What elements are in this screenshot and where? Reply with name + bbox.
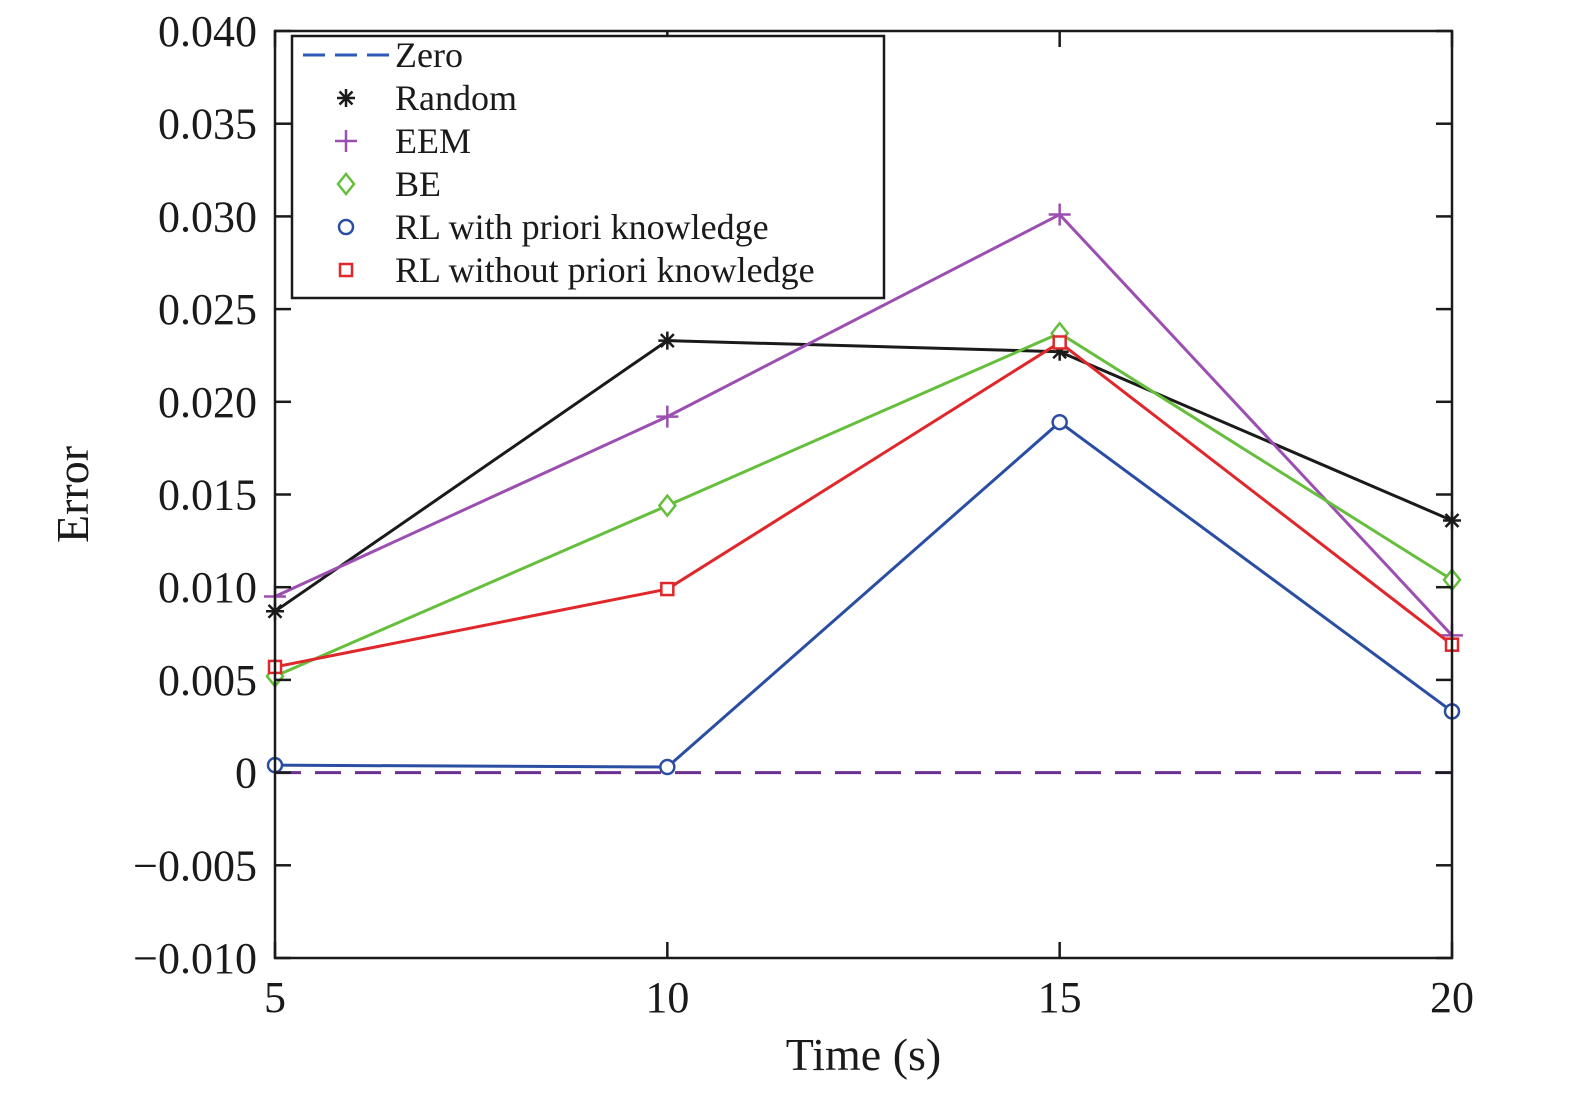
y-tick-label: 0.020 [158, 378, 257, 427]
legend-marker [337, 218, 355, 236]
legend-label: Zero [395, 35, 463, 75]
legend-label: RL without priori knowledge [395, 250, 815, 290]
series-rl-with-priori-knowledge [266, 413, 1461, 776]
y-tick-label: 0 [235, 749, 257, 798]
legend-item: Zero [303, 35, 463, 75]
x-tick-label: 5 [264, 973, 286, 1022]
legend-label: EEM [395, 121, 471, 161]
y-axis-label: Error [47, 446, 98, 543]
series-line [274, 420, 1453, 769]
x-tick-label: 15 [1038, 973, 1082, 1022]
data-point [1051, 413, 1068, 431]
x-tick-label: 20 [1430, 973, 1474, 1022]
plot-frame [273, 29, 1454, 960]
legend-label: BE [395, 164, 441, 204]
data-point [660, 581, 675, 597]
data-point [657, 493, 677, 518]
y-tick-label: −0.010 [133, 934, 257, 983]
legend-item: BE [336, 164, 441, 204]
series-rl-without-priori-knowledge [267, 335, 1460, 675]
y-tick-label: 0.030 [158, 192, 257, 241]
series-line [274, 212, 1454, 637]
y-tick-label: −0.005 [133, 841, 257, 890]
series-random [266, 331, 1461, 621]
legend-item: EEM [335, 121, 471, 161]
legend-marker [335, 130, 357, 152]
series-line [274, 339, 1453, 613]
x-tick-label: 10 [645, 973, 689, 1022]
y-tick-label: 0.040 [158, 7, 257, 56]
legend-marker [336, 171, 356, 197]
data-point [1048, 203, 1071, 226]
ticks-layer: −0.010 −0.005 0 0.005 0.010 0.015 0.020 0.025 0.… [133, 7, 1474, 1022]
y-tick-label: 0.010 [158, 563, 257, 612]
legend-box [290, 34, 886, 300]
legend-label: RL with priori knowledge [395, 207, 769, 247]
y-tick-label: 0.005 [158, 656, 257, 705]
x-axis-label: Time (s) [786, 1029, 942, 1080]
data-point [1052, 335, 1067, 350]
legend-marker [338, 262, 354, 278]
legend-item: Random [337, 78, 517, 118]
data-point [656, 405, 679, 428]
legend-marker [337, 89, 355, 107]
y-tick-label: 0.015 [158, 471, 257, 520]
legend-item: RL with priori knowledge [337, 207, 769, 247]
series-layer [264, 203, 1463, 776]
legend-label: Random [395, 78, 517, 118]
series-line [274, 340, 1453, 669]
legend-item: RL without priori knowledge [338, 250, 815, 290]
series-line [274, 331, 1453, 678]
data-point [659, 758, 676, 776]
data-point [658, 331, 677, 350]
y-tick-label: 0.035 [158, 100, 257, 149]
y-tick-label: 0.025 [158, 285, 257, 334]
